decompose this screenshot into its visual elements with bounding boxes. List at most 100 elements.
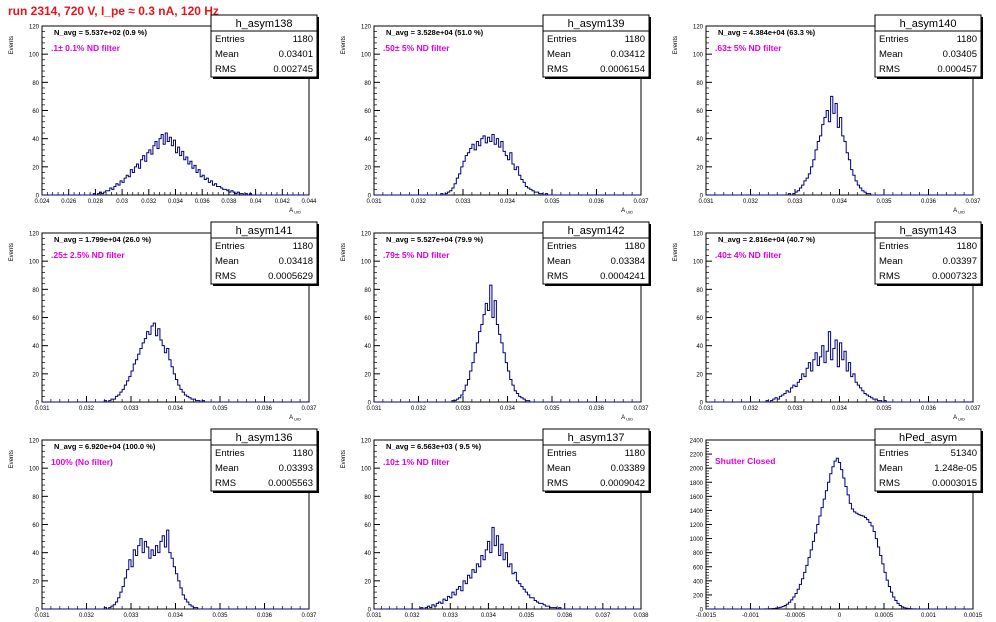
x-tick-label: -0.001 xyxy=(742,613,760,619)
y-tick-label: 0 xyxy=(700,401,704,407)
y-tick-label: 120 xyxy=(29,232,40,238)
y-tick-label: 0 xyxy=(700,608,704,614)
histogram-panel: 0 200 400 600 800 1000 1200 1400 1600 1800 2000 220… xyxy=(690,428,983,619)
y-tick-label: 60 xyxy=(32,523,39,529)
x-tick-label: 0.028 xyxy=(88,199,104,205)
x-tick-label: 0.033 xyxy=(787,199,803,205)
stats-rms-value: 0.002745 xyxy=(273,64,313,75)
y-tick-label: 20 xyxy=(364,579,371,585)
y-tick-label: 120 xyxy=(361,25,372,31)
y-tick-label: 800 xyxy=(693,551,704,557)
stats-box xyxy=(542,221,650,285)
stats-box xyxy=(874,221,982,285)
stats-rms-label: RMS xyxy=(215,64,236,75)
n-avg-label: N_avg = 6.563e+03 ( 9.5 %) xyxy=(386,442,482,451)
stats-entries-label: Entries xyxy=(215,34,245,45)
stats-box xyxy=(210,428,318,492)
y-tick-label: 120 xyxy=(361,232,372,238)
y-tick-label: 120 xyxy=(693,25,704,31)
stats-rms-value: 0.0006154 xyxy=(600,64,645,75)
stats-rms-label: RMS xyxy=(879,64,900,75)
stats-rms-value: 0.0009042 xyxy=(600,478,645,489)
n-avg-label: N_avg = 5.527e+04 (79.9 %) xyxy=(386,235,484,244)
histogram-panel: 0 20 40 60 80 100 120 0.024 0.026 0.028 0.03 0.032 0… xyxy=(9,14,319,215)
stats-mean-value: 0.03418 xyxy=(279,256,313,267)
x-tick-label: 0.032 xyxy=(79,613,95,619)
x-tick-label: 0.032 xyxy=(743,406,759,412)
histogram-name: h_asym136 xyxy=(236,432,293,444)
filter-label: .40± 4% ND filter xyxy=(715,250,782,260)
y-tick-label: 120 xyxy=(29,439,40,445)
y-tick-label: 0 xyxy=(368,194,372,200)
x-tick-label: 0.037 xyxy=(965,406,981,412)
x-tick-label: 0.037 xyxy=(633,199,649,205)
stats-entries-value: 1180 xyxy=(293,34,313,45)
y-tick-label: 80 xyxy=(696,81,703,87)
stats-entries-label: Entries xyxy=(215,241,245,252)
stats-mean-label: Mean xyxy=(879,256,903,267)
x-tick-label: 0.037 xyxy=(965,199,981,205)
x-tick-label: 0.034 xyxy=(481,613,497,619)
histogram-panel: 0 20 40 60 80 100 120 0.031 0.032 0.033 0.034 0.035… xyxy=(673,221,983,422)
x-tick-label: 0.037 xyxy=(301,406,317,412)
y-tick-label: 20 xyxy=(32,165,39,171)
y-tick-label: 20 xyxy=(696,165,703,171)
stats-mean-value: 1.248e-05 xyxy=(934,463,977,474)
histogram-panel: 0 20 40 60 80 100 120 0.031 0.032 0.033 0.034 0.035… xyxy=(9,221,319,422)
y-tick-label: 60 xyxy=(32,109,39,115)
filter-label: Shutter Closed xyxy=(715,456,775,466)
x-tick-label: 0.033 xyxy=(123,613,139,619)
y-tick-label: 2000 xyxy=(690,467,704,473)
stats-rms-label: RMS xyxy=(547,271,568,282)
x-tick-label: 0.035 xyxy=(876,199,892,205)
x-tick-label: 0.035 xyxy=(212,406,228,412)
y-tick-label: 0 xyxy=(700,194,704,200)
stats-rms-value: 0.000457 xyxy=(937,64,977,75)
stats-entries-label: Entries xyxy=(879,241,909,252)
histogram-name: h_asym141 xyxy=(236,225,293,237)
y-tick-label: 40 xyxy=(364,344,371,350)
y-axis-title: Events xyxy=(673,243,679,261)
x-tick-label: 0.037 xyxy=(595,613,611,619)
x-tick-label: 0.036 xyxy=(589,406,605,412)
y-tick-label: 1200 xyxy=(690,523,704,529)
stats-entries-label: Entries xyxy=(547,34,577,45)
x-tick-label: 0.0015 xyxy=(964,613,983,619)
x-tick-label: 0.032 xyxy=(141,199,157,205)
y-tick-label: 20 xyxy=(32,372,39,378)
x-tick-label: 0.03 xyxy=(116,199,128,205)
y-tick-label: 100 xyxy=(29,260,40,266)
x-tick-label: 0.032 xyxy=(743,199,759,205)
stats-entries-value: 1180 xyxy=(293,241,313,252)
stats-box xyxy=(542,428,650,492)
histogram-name: h_asym139 xyxy=(568,18,625,30)
x-tick-label: 0.001 xyxy=(921,613,937,619)
histogram-panel: 0 20 40 60 80 100 120 0.031 0.032 0.033 0.034 0.035… xyxy=(341,221,651,422)
stats-entries-value: 1180 xyxy=(957,241,977,252)
stats-mean-value: 0.03405 xyxy=(943,49,977,60)
x-tick-label: 0.044 xyxy=(301,199,317,205)
x-tick-label: 0.031 xyxy=(366,406,382,412)
x-axis-title: AUID xyxy=(621,415,633,422)
n-avg-label: N_avg = 6.920e+04 (100.0 %) xyxy=(54,442,156,451)
x-tick-label: 0.031 xyxy=(366,613,382,619)
stats-entries-label: Entries xyxy=(879,34,909,45)
filter-label: .79± 5% ND filter xyxy=(383,250,450,260)
y-tick-label: 40 xyxy=(696,137,703,143)
filter-label: .50± 5% ND filter xyxy=(383,43,450,53)
stats-box xyxy=(210,14,318,78)
x-tick-label: 0.032 xyxy=(405,613,421,619)
histogram-panel: 0 20 40 60 80 100 120 0.031 0.032 0.033 0.034 0.035… xyxy=(341,14,651,215)
y-tick-label: 60 xyxy=(364,316,371,322)
y-tick-label: 40 xyxy=(364,551,371,557)
stats-mean-label: Mean xyxy=(547,256,571,267)
y-tick-label: 200 xyxy=(693,593,704,599)
y-tick-label: 0 xyxy=(368,608,372,614)
y-tick-label: 80 xyxy=(696,288,703,294)
y-tick-label: 60 xyxy=(696,316,703,322)
stats-entries-value: 1180 xyxy=(625,34,645,45)
stats-mean-value: 0.03401 xyxy=(279,49,313,60)
stats-mean-value: 0.03384 xyxy=(611,256,645,267)
y-axis-title: Events xyxy=(9,450,15,468)
y-tick-label: 120 xyxy=(361,439,372,445)
